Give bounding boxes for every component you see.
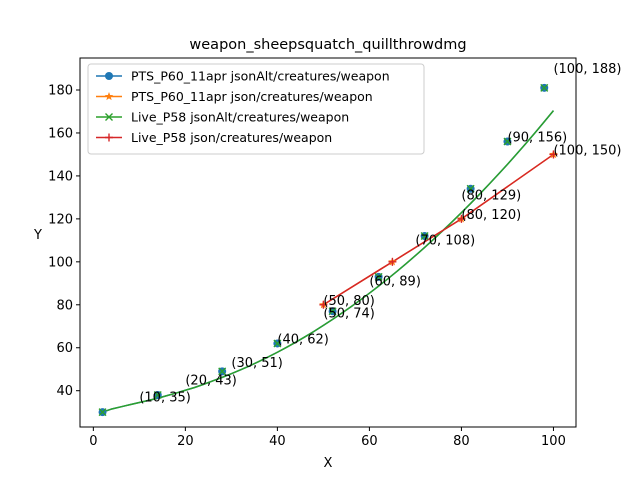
- data-label: (100, 150): [553, 143, 621, 158]
- legend-label: PTS_P60_11apr json/creatures/weapon: [131, 89, 373, 104]
- x-tick-label: 0: [89, 434, 97, 449]
- data-label: (70, 108): [415, 234, 475, 249]
- series-point-plus: [319, 300, 328, 309]
- y-tick-label: 180: [48, 84, 73, 99]
- series-point-x: [466, 184, 475, 193]
- data-label: (90, 156): [507, 131, 567, 146]
- data-label: (50, 74): [323, 307, 375, 322]
- legend: PTS_P60_11apr jsonAlt/creatures/weapon PT…: [87, 63, 425, 155]
- series-point-x: [273, 339, 282, 348]
- series-point-x: [540, 83, 549, 92]
- data-label: (10, 35): [139, 390, 191, 405]
- plot-area: [98, 83, 558, 417]
- data-label: (40, 62): [277, 332, 329, 347]
- data-label: (80, 120): [461, 208, 521, 223]
- series-point-x: [218, 367, 227, 376]
- series-point-x: [153, 391, 162, 399]
- series-line-2: [102, 110, 555, 413]
- series-point-plus: [549, 150, 558, 159]
- legend-box: [87, 63, 425, 155]
- data-label: (20, 43): [185, 373, 237, 388]
- series-point-x: [328, 307, 337, 316]
- y-axis-label: Y: [33, 228, 42, 243]
- chart-title: weapon_sheepsquatch_quillthrowdmg: [189, 37, 466, 53]
- y-tick-label: 100: [48, 255, 73, 270]
- y-tick-label: 120: [48, 212, 73, 227]
- legend-marker: [105, 72, 113, 80]
- series-point-plus: [388, 257, 397, 266]
- series-point-x: [420, 232, 429, 241]
- data-label: (100, 188): [553, 62, 621, 77]
- y-tick-label: 40: [56, 384, 73, 399]
- series-point-x: [374, 272, 383, 281]
- x-tick-label: 40: [269, 434, 286, 449]
- x-tick-label: 100: [541, 434, 566, 449]
- series-point-plus: [457, 214, 466, 223]
- series-point-x: [98, 408, 107, 417]
- y-tick-label: 60: [56, 341, 73, 356]
- legend-label: PTS_P60_11apr jsonAlt/creatures/weapon: [131, 69, 390, 84]
- x-tick-label: 80: [453, 434, 470, 449]
- legend-marker: [105, 133, 113, 142]
- legend-label: Live_P58 json/creatures/weapon: [131, 130, 332, 145]
- series-line-3: [323, 153, 554, 306]
- data-label: (30, 51): [231, 356, 283, 371]
- legend-label: Live_P58 jsonAlt/creatures/weapon: [131, 110, 349, 125]
- data-label: (80, 129): [461, 189, 521, 204]
- data-label: (50, 80): [323, 294, 375, 309]
- annotations: (10, 35) (20, 43) (30, 51) (40, 62) (50, 74)…: [139, 62, 621, 406]
- y-tick-label: 160: [48, 126, 73, 141]
- data-label: (60, 89): [369, 274, 421, 289]
- y-tick-label: 80: [56, 298, 73, 313]
- x-tick-label: 60: [361, 434, 378, 449]
- x-tick-label: 20: [177, 434, 194, 449]
- axes-frame: [79, 57, 577, 428]
- x-axis: 0 20 40 60 80 100: [89, 427, 566, 449]
- legend-marker: [105, 113, 113, 121]
- legend-marker: [104, 92, 114, 101]
- x-axis-label: X: [324, 456, 333, 471]
- y-tick-label: 140: [48, 169, 73, 184]
- series-point-x: [503, 137, 512, 146]
- y-axis: 40 60 80 100 120 140 160 180: [48, 84, 80, 399]
